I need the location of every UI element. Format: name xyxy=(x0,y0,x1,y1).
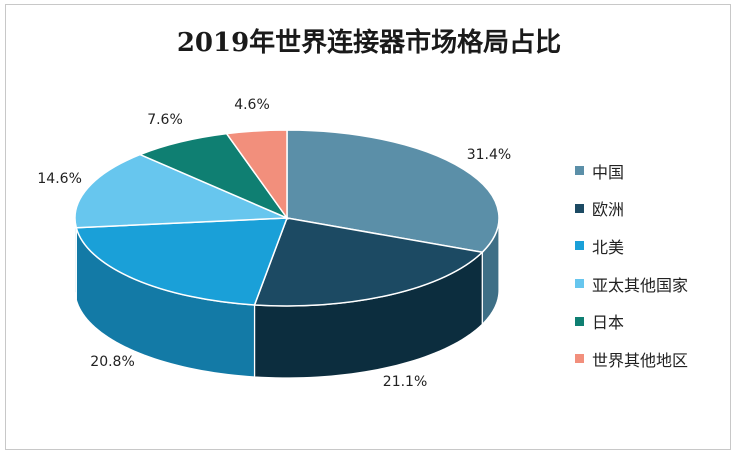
pie-slices xyxy=(74,129,500,307)
pie-sides xyxy=(74,217,500,379)
legend-swatch-0 xyxy=(575,166,584,176)
data-label-0: 31.4% xyxy=(466,147,512,163)
legend-swatch-3 xyxy=(575,279,584,289)
pie-side-3 xyxy=(74,218,77,300)
legend-label-5: 世界其他地区 xyxy=(592,350,689,370)
legend-swatch-5 xyxy=(575,354,584,364)
legend-label-4: 日本 xyxy=(592,313,625,333)
legend-item-5: 世界其他地区 xyxy=(575,340,688,378)
pie-slice-1 xyxy=(253,217,484,307)
legend-swatch-2 xyxy=(575,241,584,251)
legend-item-4: 日本 xyxy=(575,302,688,340)
legend-item-2: 北美 xyxy=(575,227,688,265)
data-label-4: 7.6% xyxy=(147,111,183,128)
data-label-2: 20.8% xyxy=(90,353,135,370)
legend-swatch-1 xyxy=(575,203,584,213)
legend-swatch-4 xyxy=(575,316,584,326)
data-label-1: 21.1% xyxy=(382,374,428,391)
pie-slice-0 xyxy=(286,129,500,254)
pie-slice-4 xyxy=(138,132,290,220)
data-label-5: 4.6% xyxy=(234,97,270,114)
pie-slice-2 xyxy=(75,217,289,306)
chart-title: 2019年世界连接器市场格局占比 xyxy=(176,28,562,58)
data-label-3: 14.6% xyxy=(37,171,82,188)
legend-label-1: 欧洲 xyxy=(592,200,625,220)
legend-item-3: 亚太其他国家 xyxy=(575,265,688,303)
pie-slice-3 xyxy=(74,153,288,229)
legend-label-0: 中国 xyxy=(592,162,625,182)
legend-label-2: 北美 xyxy=(592,237,625,257)
pie-slice-5 xyxy=(225,129,288,221)
legend: 中国欧洲北美亚太其他国家 日本世界其他地区 xyxy=(575,152,688,378)
legend-item-1: 欧洲 xyxy=(575,190,688,228)
legend-label-3: 亚太其他国家 xyxy=(592,275,689,295)
legend-item-0: 中国 xyxy=(575,152,688,190)
